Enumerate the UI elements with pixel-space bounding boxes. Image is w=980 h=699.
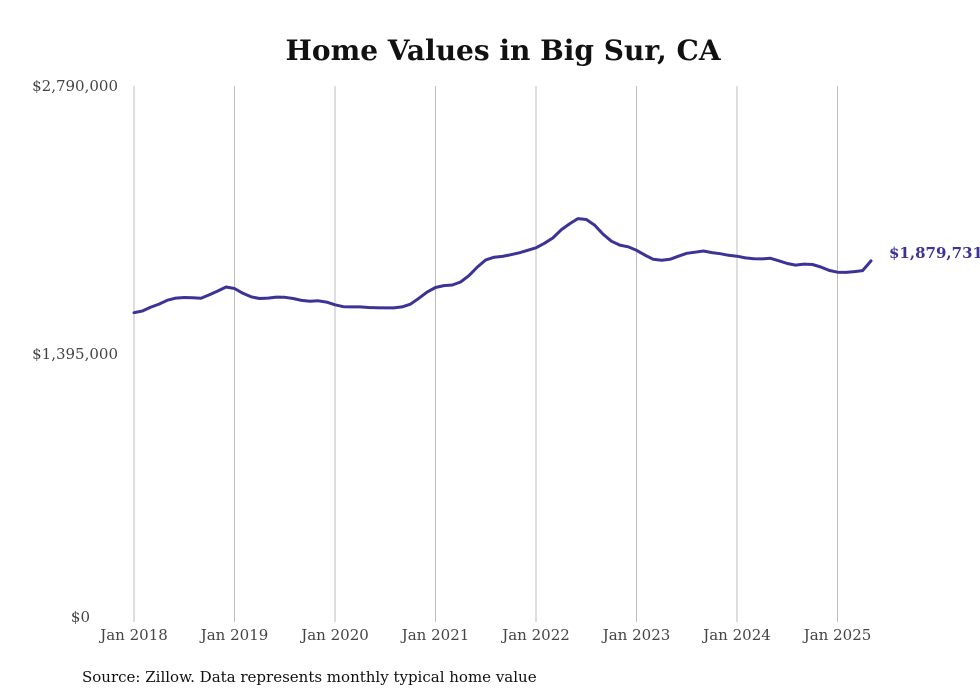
series-line-home-value [132, 217, 873, 315]
chart-title: Home Values in Big Sur, CA [285, 34, 721, 67]
x-tick-label: Jan 2018 [98, 626, 168, 644]
end-value-label: $1,879,731 [889, 244, 980, 262]
x-tick-label: Jan 2020 [299, 626, 369, 644]
y-tick-label: $1,395,000 [32, 345, 118, 363]
y-tick-label: $2,790,000 [32, 77, 118, 95]
x-axis-ticks: Jan 2018 Jan 2019 Jan 2020 Jan 2021 Jan 2022… [98, 626, 871, 644]
grid-lines [133, 86, 838, 622]
x-tick-label: Jan 2024 [701, 626, 771, 644]
y-tick-label: $0 [71, 608, 90, 626]
x-tick-label: Jan 2021 [400, 626, 470, 644]
y-axis-ticks: $0 $1,395,000 $2,790,000 [32, 77, 118, 626]
x-tick-label: Jan 2019 [199, 626, 269, 644]
x-tick-label: Jan 2025 [802, 626, 872, 644]
source-note: Source: Zillow. Data represents monthly … [82, 668, 537, 686]
x-tick-label: Jan 2022 [500, 626, 570, 644]
x-tick-label: Jan 2023 [601, 626, 671, 644]
